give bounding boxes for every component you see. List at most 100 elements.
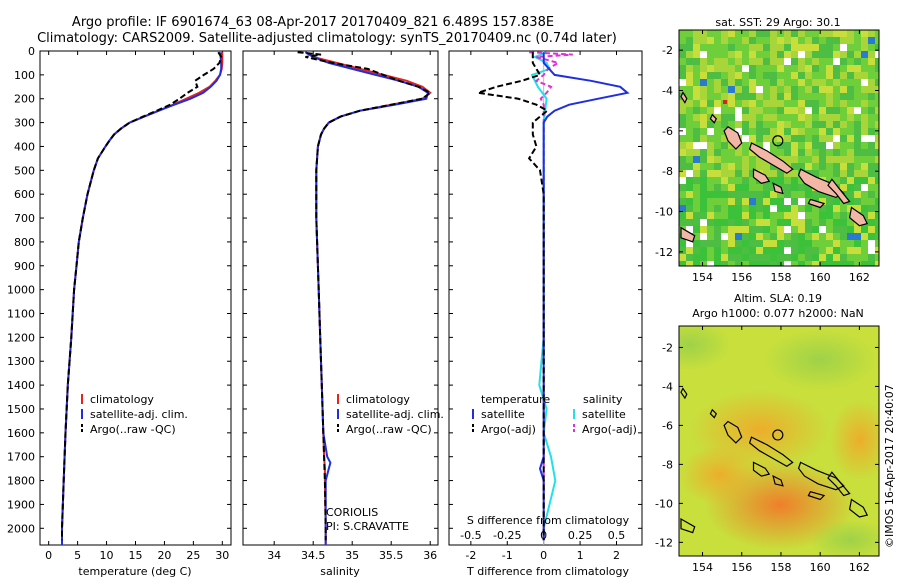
map-lat-tick-label: -8 xyxy=(662,458,673,471)
temperature-series-argo xyxy=(61,51,223,541)
island-shape xyxy=(752,461,771,477)
depth-tick-label: 300 xyxy=(14,117,35,130)
salinity-x-tick-label: 34 xyxy=(267,549,281,562)
sla-map-title-line1: Altim. SLA: 0.19 xyxy=(734,292,822,305)
difference-panel: -2 -1 0 1 2 T difference from climatology S … xyxy=(448,50,643,578)
legend-label: satellite-adj. clim. xyxy=(346,408,444,421)
legend-label: satellite xyxy=(582,408,626,421)
difference-x-tick-label: 0 xyxy=(540,549,547,562)
temperature-x-tick-label: 30 xyxy=(215,549,229,562)
figure-title-line2: Climatology: CARS2009. Satellite-adjuste… xyxy=(37,31,617,46)
difference-series-t-satellite xyxy=(538,52,630,541)
map-lat-tick-label: -4 xyxy=(662,85,673,98)
depth-tick-label: 700 xyxy=(14,212,35,225)
map-lon-tick-label: 156 xyxy=(731,271,752,284)
difference-x-tick-label: 2 xyxy=(613,549,620,562)
map-lat-tick-label: -6 xyxy=(662,419,673,432)
salinity-x-tick-label: 34.5 xyxy=(301,549,326,562)
sla-map-panel: Altim. SLA: 0.19 Argo h1000: 0.077 h2000… xyxy=(655,292,880,574)
imos-credit: ©IMOS 16-Apr-2017 20:40:07 xyxy=(883,384,896,548)
hot-pixel xyxy=(723,100,727,104)
map-lon-tick-label: 158 xyxy=(770,561,791,574)
island-shape xyxy=(680,517,696,534)
depth-tick-label: 500 xyxy=(14,164,35,177)
salinity-xlabel: salinity xyxy=(320,565,360,578)
map-lat-tick-label: -4 xyxy=(662,380,673,393)
depth-tick-label: 600 xyxy=(14,188,35,201)
island-shape xyxy=(772,182,784,195)
temperature-x-tick-label: 20 xyxy=(157,549,171,562)
map-lat-tick-label: -10 xyxy=(655,206,673,219)
island-shape xyxy=(680,91,688,104)
temperature-xlabel: temperature (deg C) xyxy=(78,565,191,578)
island-shape xyxy=(807,198,826,209)
temperature-series-climatology xyxy=(61,52,224,545)
salinity-x-tick-label: 35 xyxy=(345,549,359,562)
depth-tick-label: 1000 xyxy=(7,284,35,297)
salinity-panel: 34 34.5 35 35.5 36 salinity climatology satel… xyxy=(242,50,444,578)
salinity-x-tick-label: 35.5 xyxy=(379,549,404,562)
map-lon-tick-label: 160 xyxy=(810,561,831,574)
temperature-x-tick-label: 0 xyxy=(45,549,52,562)
map-lon-tick-label: 158 xyxy=(770,271,791,284)
pi-annotation: PI: S.CRAVATTE xyxy=(326,520,409,533)
salinity-diff-tick-label: -0.5 xyxy=(460,529,481,542)
map-lon-tick-label: 162 xyxy=(849,271,870,284)
sla-map-title-line2: Argo h1000: 0.077 h2000: NaN xyxy=(692,307,864,320)
depth-tick-label: 400 xyxy=(14,140,35,153)
salinity-diff-tick-label: 0.5 xyxy=(608,529,626,542)
legend-label: Argo(-adj) xyxy=(582,423,637,436)
difference-x-tick-label: 1 xyxy=(577,549,584,562)
island-shape xyxy=(848,498,869,518)
difference-series-s-argo xyxy=(529,51,573,541)
island-shape xyxy=(723,126,743,150)
difference-xlabel: T difference from climatology xyxy=(466,565,629,578)
depth-tick-label: 900 xyxy=(14,260,35,273)
depth-tick-label: 100 xyxy=(14,69,35,82)
map-lat-tick-label: -10 xyxy=(655,497,673,510)
legend-label: climatology xyxy=(346,393,410,406)
island-shape xyxy=(827,178,851,205)
island-shape xyxy=(752,168,771,184)
temperature-x-tick-label: 5 xyxy=(74,549,81,562)
legend-label: Argo(..raw -QC) xyxy=(90,423,176,436)
depth-tick-label: 1600 xyxy=(7,427,35,440)
legend-label: satellite-adj. clim. xyxy=(90,408,188,421)
difference-x-tick-label: -2 xyxy=(465,549,476,562)
map-lon-tick-label: 160 xyxy=(810,271,831,284)
depth-tick-label: 1700 xyxy=(7,451,35,464)
island-shape xyxy=(848,206,869,227)
salinity-series-climatology xyxy=(304,51,432,545)
legend-label: Argo(..raw -QC) xyxy=(346,423,432,436)
island-shape xyxy=(723,420,743,444)
coriolis-annotation: CORIOLIS xyxy=(326,506,378,519)
depth-tick-label: 800 xyxy=(14,236,35,249)
island-shape xyxy=(680,226,696,243)
sst-map-panel: sat. SST: 29 Argo: 30.1 154 156 158 160 162 -… xyxy=(655,16,880,284)
legend-label: satellite xyxy=(481,408,525,421)
island-shape xyxy=(797,461,845,491)
salinity-x-tick-label: 36 xyxy=(423,549,437,562)
temperature-x-tick-label: 25 xyxy=(186,549,200,562)
temperature-x-tick-label: 15 xyxy=(129,549,143,562)
legend-salinity-title: salinity xyxy=(583,393,623,406)
temperature-panel: 0100200300400500600700800900100011001200… xyxy=(7,45,232,578)
depth-tick-label: 1100 xyxy=(7,308,35,321)
map-lat-tick-label: -6 xyxy=(662,125,673,138)
depth-tick-label: 1400 xyxy=(7,379,35,392)
argo-location-marker xyxy=(772,135,784,147)
salinity-series-satellite xyxy=(304,51,430,545)
s-difference-label: S difference from climatology xyxy=(467,514,630,527)
depth-tick-label: 1200 xyxy=(7,331,35,344)
island-shape xyxy=(709,408,718,419)
island-shape xyxy=(748,142,794,174)
island-shape xyxy=(827,471,851,497)
map-lat-tick-label: -2 xyxy=(662,341,673,354)
map-lat-tick-label: -12 xyxy=(655,246,673,259)
salinity-series-argo xyxy=(297,51,433,541)
legend-temperature-title: temperature xyxy=(481,393,550,406)
map-lat-tick-label: -2 xyxy=(662,44,673,57)
depth-tick-label: 2000 xyxy=(7,522,35,535)
argo-location-marker xyxy=(772,429,784,441)
